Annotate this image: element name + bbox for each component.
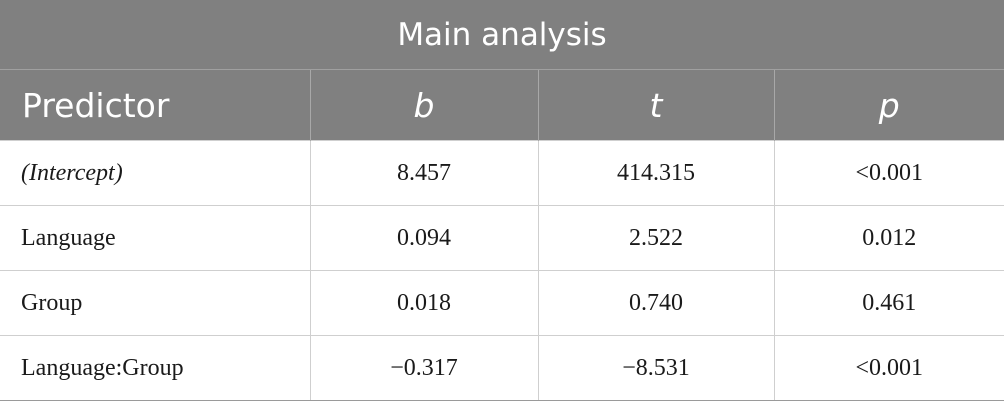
row-t: 0.740 <box>537 270 775 336</box>
row-predictor: Language:Group <box>0 335 311 401</box>
row-p: 0.461 <box>773 270 1004 336</box>
table-title-row: Main analysis <box>0 0 1004 70</box>
header-predictor: Predictor <box>0 69 310 141</box>
header-p: p <box>773 69 1004 141</box>
header-t-label: t <box>649 85 663 125</box>
table-row: Group 0.018 0.740 0.461 <box>0 270 1004 336</box>
row-p: 0.012 <box>773 205 1004 271</box>
table-row: (Intercept) 8.457 414.315 <0.001 <box>0 140 1004 206</box>
header-b-label: b <box>413 85 435 125</box>
row-p: <0.001 <box>773 335 1004 401</box>
row-b: 8.457 <box>309 140 539 206</box>
table-title: Main analysis <box>0 0 1004 70</box>
header-t: t <box>537 69 774 141</box>
row-predictor: (Intercept) <box>0 140 311 206</box>
table-row: Language 0.094 2.522 0.012 <box>0 205 1004 271</box>
row-predictor: Language <box>0 205 311 271</box>
row-t: 414.315 <box>537 140 775 206</box>
row-b: 0.094 <box>309 205 539 271</box>
table-header-row: Predictor b t p <box>0 69 1004 141</box>
row-t: 2.522 <box>537 205 775 271</box>
header-p-label: p <box>878 85 900 125</box>
row-b: −0.317 <box>309 335 539 401</box>
row-p: <0.001 <box>773 140 1004 206</box>
header-b: b <box>309 69 538 141</box>
row-b: 0.018 <box>309 270 539 336</box>
table-row: Language:Group −0.317 −8.531 <0.001 <box>0 335 1004 401</box>
row-predictor: Group <box>0 270 311 336</box>
row-t: −8.531 <box>537 335 775 401</box>
